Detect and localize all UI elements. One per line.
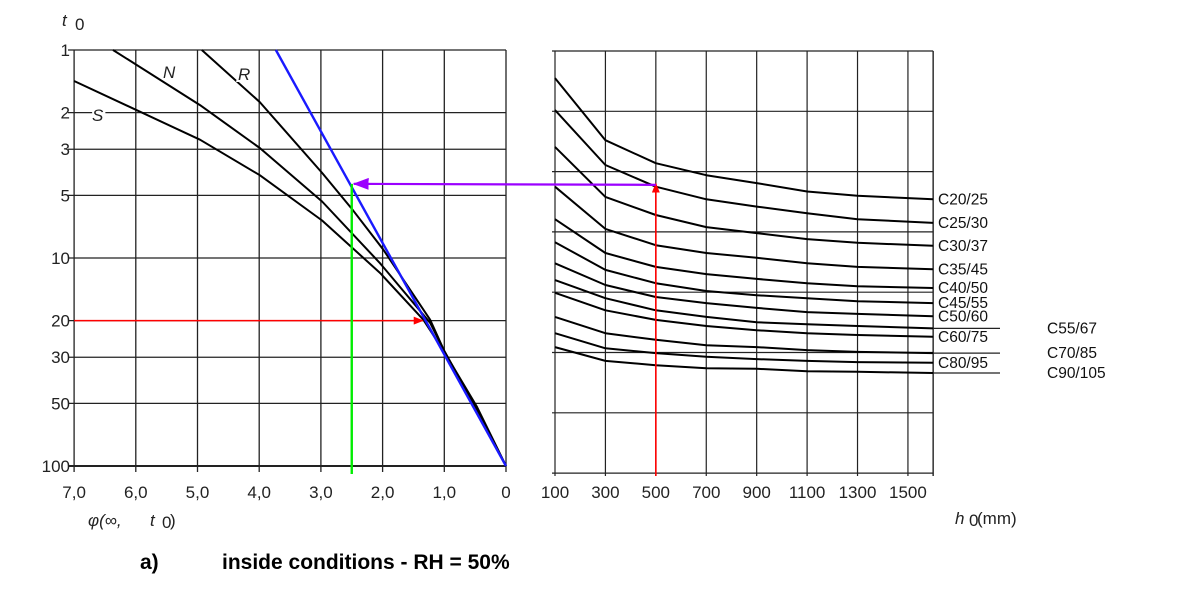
curve-C40-50	[554, 218, 934, 289]
curve-C45-55	[554, 241, 934, 305]
left-x-tick-label: 4,0	[247, 483, 271, 502]
curve-C30-37	[554, 146, 934, 247]
x-axis-title-right-unit: (mm)	[977, 509, 1017, 528]
left-y-tick-label: 1	[61, 41, 70, 60]
curve-C90-105	[554, 346, 934, 374]
curve-label: C20/25	[938, 191, 988, 208]
right-x-tick-label: 900	[742, 483, 770, 502]
curve-label: C70/85	[1047, 345, 1097, 362]
left-y-tick-label: 30	[51, 348, 70, 367]
curve-S	[73, 80, 507, 467]
curve-label: C55/67	[1047, 320, 1097, 337]
left-x-tick-label: 2,0	[371, 483, 395, 502]
blue-tangent-line	[274, 49, 508, 467]
right-x-tick-label: 300	[591, 483, 619, 502]
curve-C35-45	[554, 185, 934, 271]
curve-label: C25/30	[938, 215, 988, 232]
left-y-tick-label: 100	[42, 457, 70, 476]
curve-label: C30/37	[938, 238, 988, 255]
curve-label: C60/75	[938, 329, 988, 346]
curve-label: C50/60	[938, 308, 988, 325]
curve-C20-25	[554, 77, 934, 201]
left-x-tick-label: 1,0	[432, 483, 456, 502]
right-x-tick-label: 1500	[889, 483, 927, 502]
x-axis-title-left-var: t	[150, 511, 156, 530]
curve-R	[201, 49, 507, 467]
left-y-tick-label: 50	[51, 394, 70, 413]
curve-label: C40/50	[938, 280, 988, 297]
left-y-tick-label: 3	[61, 140, 70, 159]
left-y-tick-label: 20	[51, 312, 70, 331]
curve-C50-60	[554, 262, 934, 318]
x-axis-title-right: h	[955, 509, 964, 528]
y-axis-title-subscript: 0	[75, 15, 84, 34]
left-y-tick-label: 5	[61, 186, 70, 205]
curve-C80-95	[554, 332, 934, 364]
right-x-tick-label: 1100	[789, 483, 826, 502]
right-x-tick-label: 1300	[839, 483, 877, 502]
x-axis-title-left: φ(∞,	[88, 511, 122, 530]
purple-arrow	[352, 177, 656, 190]
x-axis-title-right-sub: 0	[969, 511, 978, 530]
left-y-tick-label: 10	[51, 249, 70, 268]
curve-label: C90/105	[1047, 365, 1106, 382]
curve-label-N: N	[163, 63, 176, 82]
curve-label-R: R	[238, 65, 250, 84]
x-axis-title-left-close: )	[170, 511, 176, 530]
left-x-tick-label: 6,0	[124, 483, 148, 502]
x-axis-title-left-sub: 0	[162, 513, 171, 532]
curve-label: C80/95	[938, 355, 988, 372]
y-axis-title: t	[62, 11, 68, 30]
left-y-tick-label: 2	[61, 104, 70, 123]
right-x-tick-label: 500	[642, 483, 670, 502]
curve-C60-75	[554, 291, 934, 338]
curve-label-S: S	[92, 106, 104, 125]
left-x-tick-label: 5,0	[186, 483, 210, 502]
curve-C25-30	[554, 109, 934, 224]
curve-C55-67	[554, 279, 934, 330]
right-x-tick-label: 100	[541, 483, 569, 502]
caption-text: inside conditions - RH = 50%	[222, 551, 510, 574]
curve-label: C45/55	[938, 295, 988, 312]
right-x-tick-label: 700	[692, 483, 720, 502]
curve-label: C35/45	[938, 261, 988, 278]
left-x-tick-label: 3,0	[309, 483, 333, 502]
curve-C70-85	[554, 315, 934, 355]
left-x-tick-label: 7,0	[62, 483, 86, 502]
left-x-tick-label: 0	[501, 483, 510, 502]
caption-label: a)	[140, 551, 159, 574]
